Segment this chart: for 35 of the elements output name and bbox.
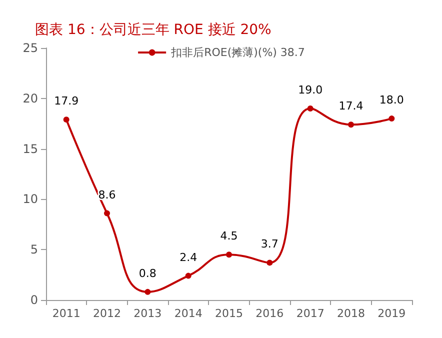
data-label: 2.4	[180, 250, 198, 264]
point	[63, 116, 70, 123]
point	[388, 116, 395, 122]
data-label: 4.5	[220, 230, 238, 243]
data-label: 0.8	[138, 266, 156, 280]
x-tick-label: 2016	[256, 307, 284, 320]
x-tick-label: 2011	[52, 307, 80, 320]
x-tick-label: 2013	[134, 307, 162, 320]
y-tick-label: 20	[22, 91, 38, 106]
x-tick-label: 2019	[378, 307, 406, 320]
data-label: 18.0	[379, 94, 404, 107]
point	[307, 105, 314, 112]
point	[144, 288, 151, 295]
y-tick-label: 15	[22, 142, 38, 156]
point	[104, 210, 110, 216]
point	[185, 272, 192, 279]
y-tick-label: 25	[22, 41, 38, 55]
point	[266, 260, 273, 266]
x-tick-label: 2014	[174, 307, 202, 320]
data-label: 17.9	[54, 94, 79, 108]
y-tick-label: 0	[30, 293, 38, 307]
data-label: 8.6	[98, 188, 116, 202]
legend-label: 扣非后ROE(摊薄)(%) 38.7	[170, 46, 305, 59]
data-label: 19.0	[298, 83, 323, 96]
y-tick-label: 10	[22, 192, 38, 206]
y-tick-label: 5	[30, 242, 38, 257]
chart-title: 图表 16：公司近三年 ROE 接近 20%	[35, 22, 272, 38]
data-label: 3.7	[260, 238, 278, 251]
x-tick-label: 2012	[93, 307, 121, 320]
x-tick-label: 2017	[296, 307, 324, 320]
data-label: 17.4	[338, 100, 364, 113]
x-tick-label: 2015	[215, 307, 243, 320]
point	[226, 252, 232, 258]
point	[348, 122, 354, 128]
x-tick-label: 2018	[337, 307, 365, 320]
